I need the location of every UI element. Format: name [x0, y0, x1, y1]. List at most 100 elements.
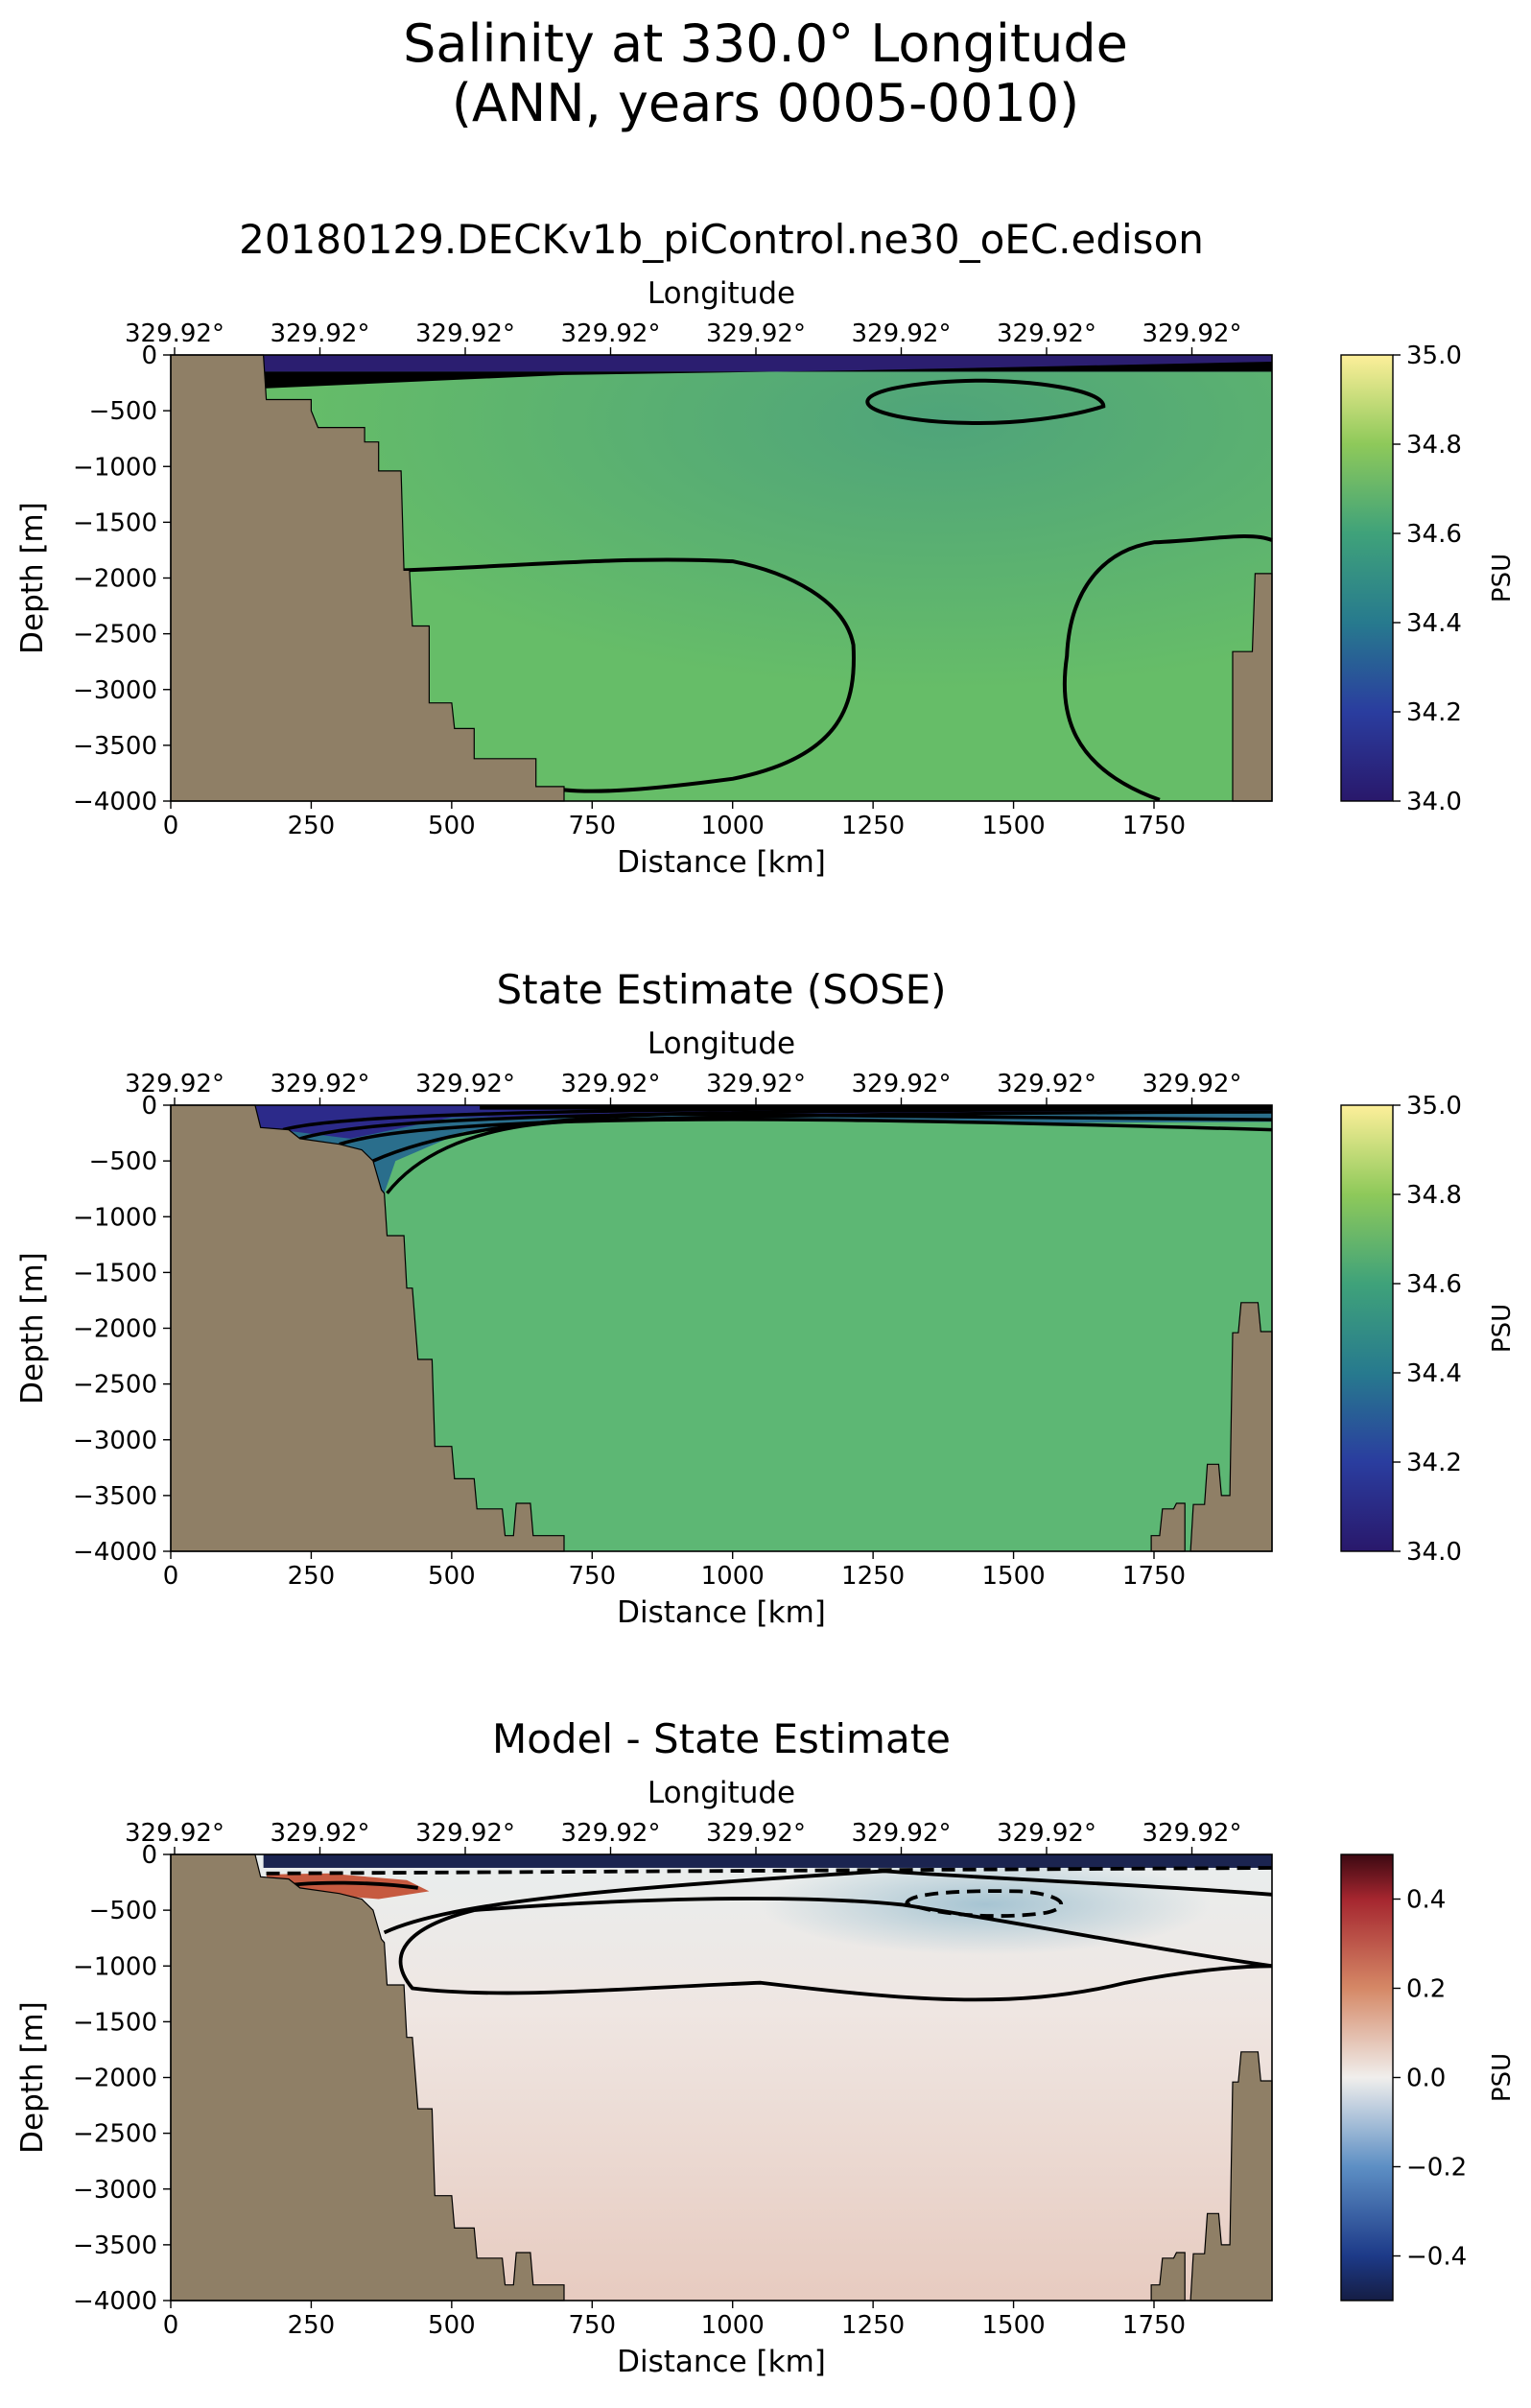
contour-negative-0-1 [905, 1889, 1063, 1918]
colorbar-label: PSU [1488, 1304, 1517, 1353]
top-tick-label: 329.92° [1142, 1819, 1242, 1848]
land-mask-right [1150, 2252, 1186, 2302]
colorbar [1340, 1853, 1394, 2302]
x-tick-label: 1750 [1122, 2311, 1186, 2340]
colorbar-tick-label: 34.0 [1406, 788, 1462, 816]
surface-contour-band [263, 362, 1273, 389]
y-tick-label: 0 [141, 1092, 157, 1121]
top-tick-label: 329.92° [997, 319, 1096, 348]
y-axis-label: Depth [m] [15, 502, 50, 654]
top-tick-label: 329.92° [415, 319, 515, 348]
y-tick-label: −1500 [73, 2008, 157, 2037]
contour-zero-upper [383, 1869, 1273, 1935]
colorbar-tick-label: 35.0 [1406, 1092, 1462, 1121]
y-tick-label: −2500 [73, 2120, 157, 2149]
contour-zero-lower [398, 1908, 1273, 2002]
top-tick-label: 329.92° [852, 1819, 952, 1848]
x-tick-label: 500 [428, 1562, 476, 1591]
colorbar-tick-label: 34.0 [1406, 1538, 1462, 1567]
top-tick-label: 329.92° [997, 1070, 1096, 1098]
x-tick-label: 250 [288, 812, 336, 840]
y-tick-label: −3500 [73, 1482, 157, 1511]
y-tick-label: −1000 [73, 1203, 157, 1232]
contour-zero-inner [474, 1897, 1273, 1969]
x-axis-label: Distance [km] [617, 1595, 826, 1630]
land-mask-right [1189, 1302, 1273, 1552]
y-tick-label: −2000 [73, 1315, 157, 1344]
top-tick-label: 329.92° [706, 319, 806, 348]
y-tick-label: −1000 [73, 1952, 157, 1981]
top-tick-label: 329.92° [706, 1819, 806, 1848]
land-mask-left [170, 1104, 565, 1552]
top-tick-label: 329.92° [415, 1070, 515, 1098]
y-tick-label: −2000 [73, 2065, 157, 2093]
top-tick-label: 329.92° [997, 1819, 1096, 1848]
y-tick-label: −500 [89, 1147, 157, 1176]
colorbar-tick-label: 34.8 [1406, 431, 1462, 460]
contour-deep-right [1062, 533, 1273, 802]
y-tick-label: −2500 [73, 1371, 157, 1400]
colorbar-tick-label: −0.4 [1406, 2243, 1467, 2272]
x-tick-label: 1500 [981, 812, 1045, 840]
panel-title: 20180129.DECKv1b_piControl.ne30_oEC.edis… [239, 216, 1204, 263]
top-tick-label: 329.92° [271, 1819, 370, 1848]
top-tick-label: 329.92° [561, 1819, 661, 1848]
x-tick-label: 250 [288, 2311, 336, 2340]
x-axis-label: Distance [km] [617, 2345, 826, 2379]
x-tick-label: 250 [288, 1562, 336, 1591]
y-axis-label: Depth [m] [15, 1252, 50, 1405]
top-tick-label: 329.92° [271, 319, 370, 348]
y-tick-label: −500 [89, 397, 157, 426]
x-tick-label: 750 [568, 812, 616, 840]
colorbar-tick-label: 0.4 [1406, 1886, 1446, 1915]
x-tick-label: 1000 [701, 2311, 765, 2340]
y-tick-label: −1000 [73, 453, 157, 482]
colorbar-label: PSU [1488, 554, 1517, 602]
x-tick-label: 1500 [981, 1562, 1045, 1591]
x-tick-label: 1000 [701, 812, 765, 840]
colorbar-tick-label: 0.0 [1406, 2065, 1446, 2093]
colorbar-tick-label: 35.0 [1406, 342, 1462, 370]
top-axis-label: Longitude [648, 276, 795, 311]
surface-contour-band [480, 1105, 1273, 1110]
colorbar-tick-label: −0.2 [1406, 2154, 1467, 2183]
y-tick-label: −4000 [73, 2287, 157, 2316]
x-tick-label: 1000 [701, 1562, 765, 1591]
colorbar [1340, 354, 1394, 802]
y-tick-label: −500 [89, 1897, 157, 1925]
x-tick-label: 0 [163, 2311, 179, 2340]
y-tick-label: −4000 [73, 1538, 157, 1567]
y-tick-label: −3500 [73, 2231, 157, 2260]
top-axis-label: Longitude [648, 1776, 795, 1810]
y-tick-label: −3500 [73, 732, 157, 761]
panel-title: State Estimate (SOSE) [496, 966, 946, 1013]
colorbar-tick-label: 34.2 [1406, 1449, 1462, 1477]
land-mask-left [170, 1853, 565, 2302]
contour-34-4 [339, 1110, 1273, 1146]
panel-title: Model - State Estimate [492, 1715, 951, 1762]
top-tick-label: 329.92° [125, 319, 224, 348]
top-tick-label: 329.92° [852, 319, 952, 348]
y-tick-label: −4000 [73, 788, 157, 816]
negative-anomaly [761, 1854, 1211, 1955]
contour-shallow-eddy [865, 378, 1106, 426]
top-tick-label: 329.92° [1142, 1070, 1242, 1098]
x-tick-label: 0 [163, 812, 179, 840]
top-axis-label: Longitude [648, 1027, 795, 1061]
y-tick-label: −2000 [73, 565, 157, 594]
top-tick-label: 329.92° [125, 1070, 224, 1098]
x-tick-label: 500 [428, 2311, 476, 2340]
x-tick-label: 1750 [1122, 812, 1186, 840]
y-tick-label: −1500 [73, 1259, 157, 1287]
contour-34-3 [299, 1106, 1273, 1141]
colorbar-tick-label: 34.4 [1406, 1359, 1462, 1388]
top-tick-label: 329.92° [561, 1070, 661, 1098]
x-tick-label: 1250 [841, 812, 905, 840]
y-tick-label: 0 [141, 342, 157, 370]
y-tick-label: −2500 [73, 621, 157, 649]
land-mask-right [1189, 2051, 1273, 2302]
x-tick-label: 0 [163, 1562, 179, 1591]
y-tick-label: 0 [141, 1841, 157, 1870]
colorbar-tick-label: 34.2 [1406, 698, 1462, 727]
